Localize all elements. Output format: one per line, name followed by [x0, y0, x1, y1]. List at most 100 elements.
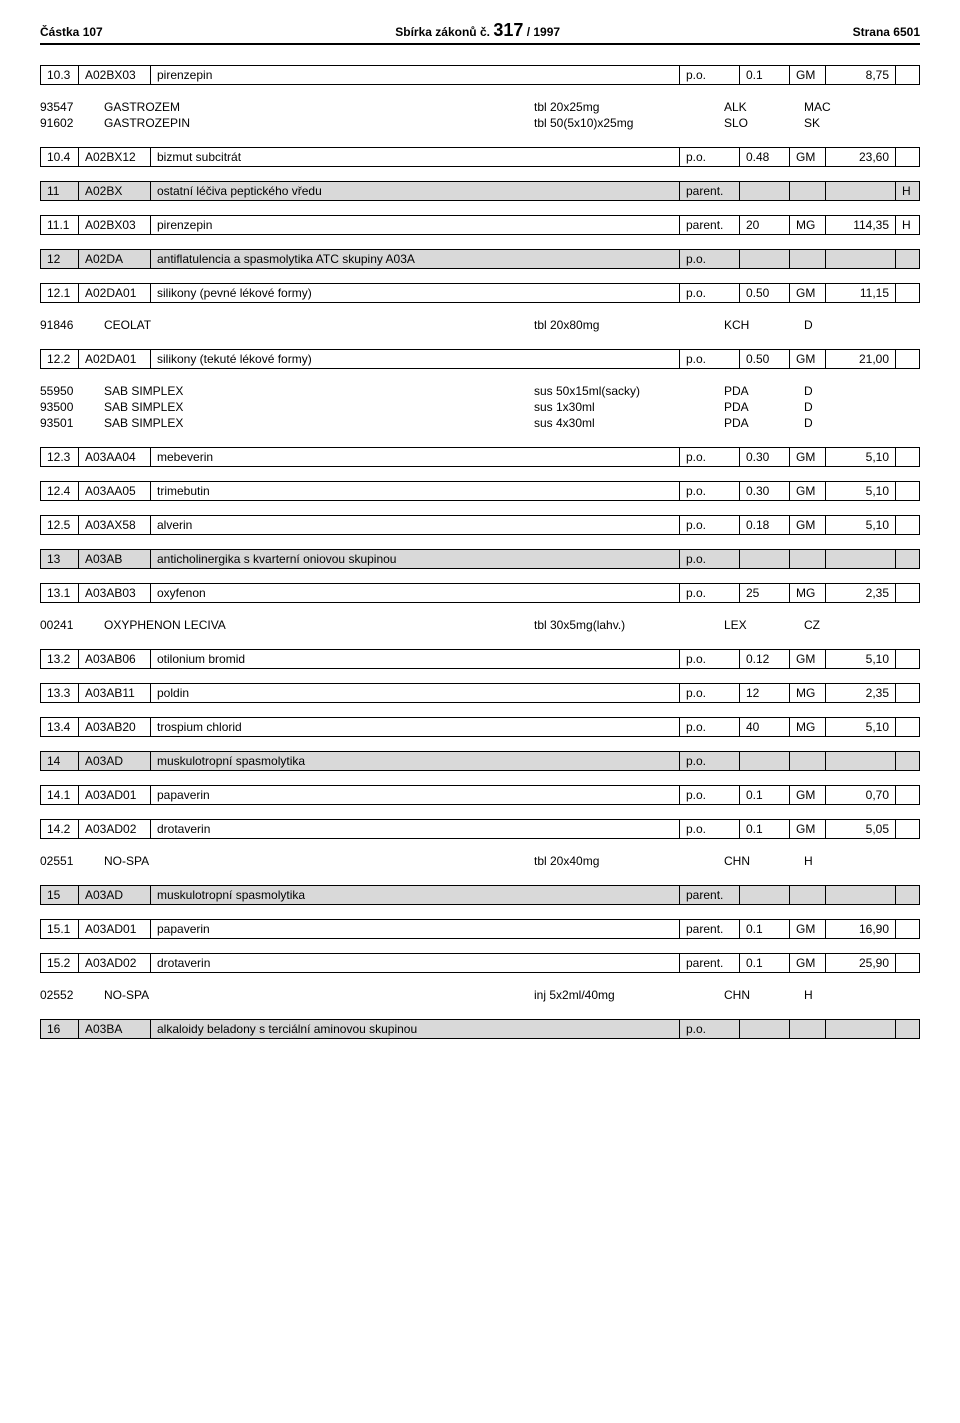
product-blank — [304, 400, 534, 414]
cell-dose: 0.1 — [740, 786, 790, 805]
page: Částka 107 Sbírka zákonů č. 317 / 1997 S… — [0, 0, 960, 1093]
product-manufacturer: CHN — [724, 854, 804, 868]
cell-price: 11,15 — [826, 284, 896, 303]
cell-unit: p.o. — [680, 516, 740, 535]
cell-index: 12 — [41, 250, 79, 269]
entry-row: 14.2A03AD02drotaverinp.o.0.1GM5,05 — [40, 819, 920, 839]
entry-row: 11.1A02BX03pirenzepinparent.20MG114,35H — [40, 215, 920, 235]
cell-flag — [896, 752, 920, 771]
cell-name: otilonium bromid — [151, 650, 680, 669]
cell-dose-unit: GM — [790, 820, 826, 839]
product-name: GASTROZEM — [104, 100, 304, 114]
cell-unit: p.o. — [680, 148, 740, 167]
cell-price: 2,35 — [826, 584, 896, 603]
cell-flag: H — [896, 182, 920, 201]
product-name: SAB SIMPLEX — [104, 400, 304, 414]
cell-dose-unit — [790, 886, 826, 905]
header-right: Strana 6501 — [853, 25, 920, 39]
cell-flag: H — [896, 216, 920, 235]
cell-index: 15.1 — [41, 920, 79, 939]
product-number: 91602 — [40, 116, 104, 130]
cell-price — [826, 752, 896, 771]
cell-flag — [896, 650, 920, 669]
group-row: 16A03BAalkaloidy beladony s terciální am… — [40, 1019, 920, 1039]
cell-flag — [896, 886, 920, 905]
cell-name: papaverin — [151, 920, 680, 939]
product-block: 02551NO-SPAtbl 20x40mgCHNH — [40, 853, 920, 869]
cell-unit: p.o. — [680, 250, 740, 269]
cell-flag — [896, 684, 920, 703]
cell-flag — [896, 482, 920, 501]
cell-name: mebeverin — [151, 448, 680, 467]
cell-dose: 0.50 — [740, 284, 790, 303]
cell-price: 5,05 — [826, 820, 896, 839]
cell-price: 114,35 — [826, 216, 896, 235]
cell-dose-unit: MG — [790, 684, 826, 703]
product-form: tbl 30x5mg(lahv.) — [534, 618, 724, 632]
entry-row: 13.3A03AB11poldinp.o.12MG2,35 — [40, 683, 920, 703]
product-country: D — [804, 318, 854, 332]
cell-price — [826, 886, 896, 905]
product-country: MAC — [804, 100, 854, 114]
cell-code: A03AB20 — [79, 718, 151, 737]
cell-unit: p.o. — [680, 550, 740, 569]
cell-name: silikony (tekuté lékové formy) — [151, 350, 680, 369]
cell-flag — [896, 448, 920, 467]
cell-code: A03AD02 — [79, 954, 151, 973]
cell-flag — [896, 250, 920, 269]
product-form: inj 5x2ml/40mg — [534, 988, 724, 1002]
cell-index: 13.3 — [41, 684, 79, 703]
cell-flag — [896, 920, 920, 939]
cell-unit: p.o. — [680, 718, 740, 737]
cell-unit: parent. — [680, 182, 740, 201]
product-manufacturer: KCH — [724, 318, 804, 332]
product-manufacturer: LEX — [724, 618, 804, 632]
cell-index: 13.4 — [41, 718, 79, 737]
group-row: 14A03ADmuskulotropní spasmolytikap.o. — [40, 751, 920, 771]
cell-price — [826, 182, 896, 201]
cell-dose-unit — [790, 250, 826, 269]
cell-name: oxyfenon — [151, 584, 680, 603]
cell-name: drotaverin — [151, 820, 680, 839]
product-number: 93547 — [40, 100, 104, 114]
cell-code: A03AB03 — [79, 584, 151, 603]
cell-code: A02BX12 — [79, 148, 151, 167]
group-row: 11A02BXostatní léčiva peptického vředupa… — [40, 181, 920, 201]
cell-price: 5,10 — [826, 516, 896, 535]
product-row: 93500SAB SIMPLEXsus 1x30mlPDAD — [40, 399, 920, 415]
product-name: SAB SIMPLEX — [104, 416, 304, 430]
cell-index: 12.4 — [41, 482, 79, 501]
cell-dose-unit: MG — [790, 718, 826, 737]
product-blank — [304, 384, 534, 398]
header-center-prefix: Sbírka zákonů č. — [395, 25, 493, 39]
cell-index: 15.2 — [41, 954, 79, 973]
product-block: 93547GASTROZEMtbl 20x25mgALKMAC91602GAST… — [40, 99, 920, 131]
cell-name: antiflatulencia a spasmolytika ATC skupi… — [151, 250, 680, 269]
cell-name: trospium chlorid — [151, 718, 680, 737]
cell-dose: 0.12 — [740, 650, 790, 669]
product-number: 00241 — [40, 618, 104, 632]
cell-dose-unit — [790, 550, 826, 569]
cell-unit: p.o. — [680, 820, 740, 839]
product-country: CZ — [804, 618, 854, 632]
product-name: SAB SIMPLEX — [104, 384, 304, 398]
cell-index: 12.3 — [41, 448, 79, 467]
cell-dose: 0.30 — [740, 482, 790, 501]
cell-name: muskulotropní spasmolytika — [151, 752, 680, 771]
product-blank — [304, 318, 534, 332]
product-name: OXYPHENON LECIVA — [104, 618, 304, 632]
cell-flag — [896, 284, 920, 303]
entry-row: 10.3A02BX03pirenzepinp.o.0.1GM8,75 — [40, 65, 920, 85]
cell-name: ostatní léčiva peptického vředu — [151, 182, 680, 201]
cell-dose: 0.50 — [740, 350, 790, 369]
product-blank — [304, 854, 534, 868]
cell-index: 14.2 — [41, 820, 79, 839]
product-country: H — [804, 988, 854, 1002]
cell-index: 14.1 — [41, 786, 79, 805]
product-blank — [304, 988, 534, 1002]
cell-dose-unit: GM — [790, 786, 826, 805]
cell-name: poldin — [151, 684, 680, 703]
cell-price — [826, 550, 896, 569]
product-block: 91846CEOLATtbl 20x80mgKCHD — [40, 317, 920, 333]
cell-index: 15 — [41, 886, 79, 905]
